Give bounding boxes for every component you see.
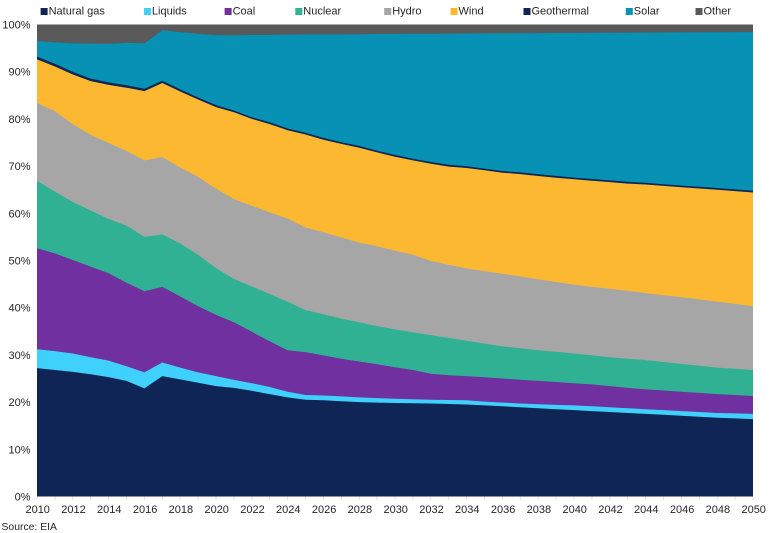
svg-text:2050: 2050	[741, 504, 765, 516]
svg-text:70%: 70%	[8, 161, 30, 173]
svg-text:10%: 10%	[8, 444, 30, 456]
svg-text:2044: 2044	[634, 504, 658, 516]
svg-text:30%: 30%	[8, 350, 30, 362]
svg-text:0%: 0%	[15, 492, 31, 504]
svg-text:Wind: Wind	[459, 6, 484, 18]
svg-text:Natural gas: Natural gas	[49, 6, 106, 18]
svg-text:20%: 20%	[8, 397, 30, 409]
svg-text:100%: 100%	[2, 20, 30, 32]
svg-text:2016: 2016	[133, 504, 157, 516]
svg-text:Coal: Coal	[233, 6, 256, 18]
svg-text:2030: 2030	[383, 504, 407, 516]
svg-text:2046: 2046	[670, 504, 694, 516]
svg-text:2038: 2038	[527, 504, 551, 516]
svg-text:2034: 2034	[455, 504, 479, 516]
svg-text:2020: 2020	[204, 504, 228, 516]
svg-text:2026: 2026	[312, 504, 336, 516]
svg-text:60%: 60%	[8, 208, 30, 220]
svg-text:2022: 2022	[240, 504, 264, 516]
svg-text:2012: 2012	[61, 504, 85, 516]
svg-text:Liquids: Liquids	[152, 6, 187, 18]
svg-text:2040: 2040	[562, 504, 586, 516]
svg-text:Source: EIA: Source: EIA	[2, 522, 58, 533]
svg-text:80%: 80%	[8, 114, 30, 126]
svg-text:2024: 2024	[276, 504, 300, 516]
svg-text:Other: Other	[704, 6, 732, 18]
svg-text:2010: 2010	[25, 504, 49, 516]
svg-text:90%: 90%	[8, 67, 30, 79]
svg-text:2028: 2028	[348, 504, 372, 516]
svg-text:Solar: Solar	[634, 6, 660, 18]
svg-text:2042: 2042	[598, 504, 622, 516]
svg-text:Geothermal: Geothermal	[532, 6, 589, 18]
svg-text:40%: 40%	[8, 303, 30, 315]
svg-text:2036: 2036	[491, 504, 515, 516]
svg-text:2048: 2048	[706, 504, 730, 516]
svg-text:50%: 50%	[8, 256, 30, 268]
svg-text:Hydro: Hydro	[392, 6, 421, 18]
svg-text:2018: 2018	[169, 504, 193, 516]
svg-text:2014: 2014	[97, 504, 121, 516]
svg-text:2032: 2032	[419, 504, 443, 516]
svg-text:Nuclear: Nuclear	[303, 6, 341, 18]
